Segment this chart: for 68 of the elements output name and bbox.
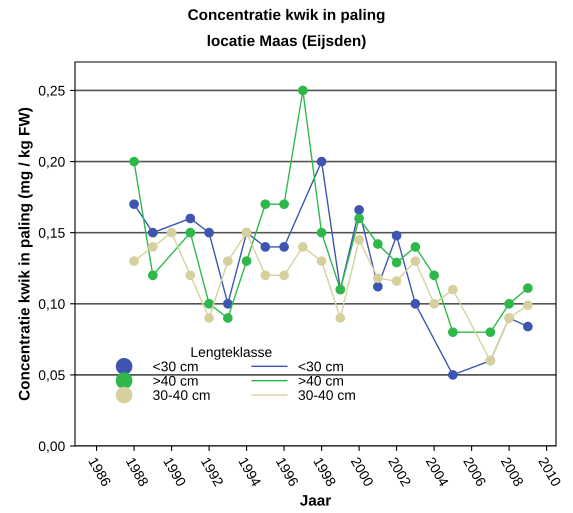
point <box>429 270 439 280</box>
chart-title: Concentratie kwik in paling <box>188 8 384 24</box>
point <box>486 327 496 338</box>
point <box>410 256 420 266</box>
chart-subtitle: locatie Maas (Eijsden) <box>208 34 366 50</box>
point <box>372 273 383 284</box>
point <box>260 199 270 210</box>
point <box>504 298 514 309</box>
y-axis-title: Concentratie kwik in paling (mg / kg FW) <box>18 108 33 400</box>
point <box>185 270 196 280</box>
point <box>260 242 270 252</box>
point <box>298 242 308 252</box>
point <box>335 313 346 323</box>
legend-title: Lengteklasse <box>192 346 272 360</box>
point <box>279 270 289 280</box>
point <box>129 156 139 166</box>
point <box>372 239 383 249</box>
point <box>166 228 176 238</box>
point <box>523 300 533 310</box>
point <box>204 313 214 323</box>
point <box>448 284 458 294</box>
y-tick-label: 0,10 <box>38 299 65 311</box>
point <box>410 242 420 252</box>
point <box>429 298 439 309</box>
point <box>523 283 533 293</box>
point <box>354 214 364 224</box>
point <box>354 205 364 215</box>
y-tick-label: 0,20 <box>38 156 65 168</box>
point <box>448 370 458 380</box>
point <box>260 270 270 280</box>
point <box>392 258 402 268</box>
point <box>148 270 158 280</box>
text: >40 cm <box>298 376 343 386</box>
point <box>316 256 326 266</box>
point <box>316 228 326 238</box>
point <box>242 256 252 266</box>
y-tick-label: 0,15 <box>38 228 65 240</box>
point <box>185 214 196 224</box>
point <box>185 228 196 238</box>
point <box>222 313 233 323</box>
point <box>372 282 383 292</box>
x-axis-title: Jaar <box>300 495 331 506</box>
point <box>129 199 139 210</box>
point <box>316 156 326 166</box>
legend-label: 30-40 cm <box>153 390 210 400</box>
point <box>392 276 402 286</box>
point <box>129 256 139 266</box>
point <box>148 228 158 238</box>
y-tick-label: 0,05 <box>38 370 65 382</box>
point <box>410 298 420 309</box>
point <box>279 199 289 210</box>
point <box>448 327 458 338</box>
point <box>204 298 214 309</box>
legend-label: >40 cm <box>153 376 198 386</box>
y-tick-label: 0,25 <box>38 86 65 98</box>
point <box>354 234 364 245</box>
text: <30 cm <box>298 362 343 372</box>
point <box>298 86 308 96</box>
point <box>279 242 289 252</box>
point <box>222 256 233 266</box>
point <box>222 298 233 309</box>
point <box>148 242 158 252</box>
text: 30-40 cm <box>298 390 355 400</box>
legend-label: <30 cm <box>153 362 198 372</box>
point <box>204 228 214 238</box>
point <box>392 230 402 240</box>
point <box>523 322 533 332</box>
y-tick-label: 0,00 <box>38 441 65 453</box>
